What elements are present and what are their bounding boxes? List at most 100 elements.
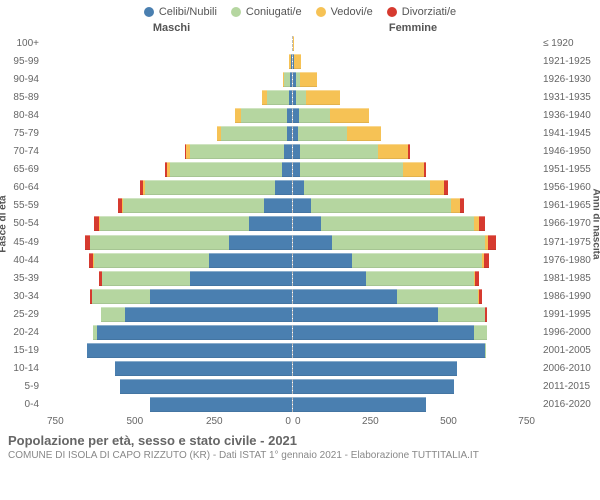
legend-item: Celibi/Nubili	[144, 6, 217, 18]
bar-segment	[424, 162, 427, 177]
bar-segment	[300, 162, 402, 177]
bar-female	[293, 36, 537, 51]
year-label: 2016-2020	[537, 399, 598, 410]
bar-female	[293, 72, 537, 87]
year-label: 1991-1995	[537, 309, 598, 320]
bar-segment	[289, 90, 292, 105]
bar-segment	[403, 162, 424, 177]
bar-male	[45, 36, 293, 51]
pyramid-row: 60-641956-1960	[0, 179, 600, 197]
bar-female	[293, 271, 537, 286]
legend-label: Divorziati/e	[402, 6, 456, 18]
year-label: 1961-1965	[537, 200, 598, 211]
year-label: 1971-1975	[537, 237, 598, 248]
bar-female	[293, 397, 537, 412]
bar-female	[293, 253, 537, 268]
header-male: Maschi	[0, 22, 298, 34]
bar-segment	[287, 126, 292, 141]
bar-segment	[294, 54, 301, 69]
bar-segment	[293, 36, 294, 51]
x-tick: 0	[295, 416, 301, 427]
legend-label: Coniugati/e	[246, 6, 302, 18]
bar-segment	[115, 361, 292, 376]
bar-male	[45, 198, 293, 213]
legend-swatch	[144, 7, 154, 17]
year-label: 1996-2000	[537, 327, 598, 338]
bar-segment	[97, 325, 292, 340]
x-tick: 500	[440, 416, 457, 427]
bar-male	[45, 54, 293, 69]
bar-female	[293, 126, 537, 141]
bar-segment	[293, 343, 485, 358]
bar-segment	[170, 162, 282, 177]
bar-segment	[352, 253, 482, 268]
bar-male	[45, 180, 293, 195]
bar-segment	[241, 108, 287, 123]
bar-female	[293, 379, 537, 394]
bar-segment	[293, 180, 304, 195]
bar-male	[45, 253, 293, 268]
bar-male	[45, 126, 293, 141]
x-tick: 250	[206, 416, 223, 427]
legend-item: Divorziati/e	[387, 6, 456, 18]
year-label: 1981-1985	[537, 273, 598, 284]
bar-segment	[290, 72, 292, 87]
age-label: 80-84	[0, 110, 45, 121]
bar-segment	[485, 343, 486, 358]
bar-segment	[485, 307, 487, 322]
bar-segment	[293, 235, 332, 250]
bar-female	[293, 108, 537, 123]
bar-segment	[123, 198, 264, 213]
pyramid-row: 55-591961-1965	[0, 197, 600, 215]
pyramid-row: 80-841936-1940	[0, 106, 600, 124]
year-label: 1931-1935	[537, 92, 598, 103]
x-axis: 7505002500 0250500750	[0, 416, 600, 427]
pyramid-chart: Celibi/NubiliConiugati/eVedovi/eDivorzia…	[0, 0, 600, 500]
bar-male	[45, 307, 293, 322]
bar-segment	[145, 180, 276, 195]
bar-segment	[120, 379, 292, 394]
bar-segment	[430, 180, 445, 195]
bar-male	[45, 379, 293, 394]
bar-female	[293, 90, 537, 105]
bar-male	[45, 108, 293, 123]
bar-segment	[488, 235, 496, 250]
axis-left-label: Fasce di età	[0, 179, 9, 269]
bar-segment	[311, 198, 451, 213]
chart-subtitle: COMUNE DI ISOLA DI CAPO RIZZUTO (KR) - D…	[8, 450, 600, 461]
pyramid-row: 35-391981-1985	[0, 269, 600, 287]
x-tick: 750	[47, 416, 64, 427]
bar-segment	[293, 289, 397, 304]
bar-segment	[90, 235, 229, 250]
bar-male	[45, 216, 293, 231]
bar-segment	[293, 198, 311, 213]
header-year	[528, 22, 588, 34]
bar-segment	[264, 198, 292, 213]
bar-segment	[291, 54, 292, 69]
age-label: 75-79	[0, 128, 45, 139]
bar-male	[45, 235, 293, 250]
bar-female	[293, 361, 537, 376]
bar-male	[45, 361, 293, 376]
age-label: 70-74	[0, 146, 45, 157]
x-tick: 0	[285, 416, 291, 427]
bar-male	[45, 325, 293, 340]
bar-male	[45, 397, 293, 412]
bar-segment	[397, 289, 478, 304]
pyramid-row: 50-541966-1970	[0, 215, 600, 233]
x-tick: 500	[126, 416, 143, 427]
bar-segment	[293, 271, 366, 286]
year-label: 2001-2005	[537, 345, 598, 356]
age-label: 30-34	[0, 291, 45, 302]
bar-segment	[125, 307, 292, 322]
pyramid-row: 100+≤ 1920	[0, 34, 600, 52]
bar-segment	[484, 253, 490, 268]
pyramid-row: 10-142006-2010	[0, 360, 600, 378]
pyramid-row: 30-341986-1990	[0, 287, 600, 305]
chart-area: Fasce di età Anni di nascita 100+≤ 19209…	[0, 34, 600, 414]
pyramid-row: 15-192001-2005	[0, 342, 600, 360]
bar-segment	[282, 162, 292, 177]
bar-female	[293, 198, 537, 213]
bar-male	[45, 271, 293, 286]
year-label: 1926-1930	[537, 74, 598, 85]
